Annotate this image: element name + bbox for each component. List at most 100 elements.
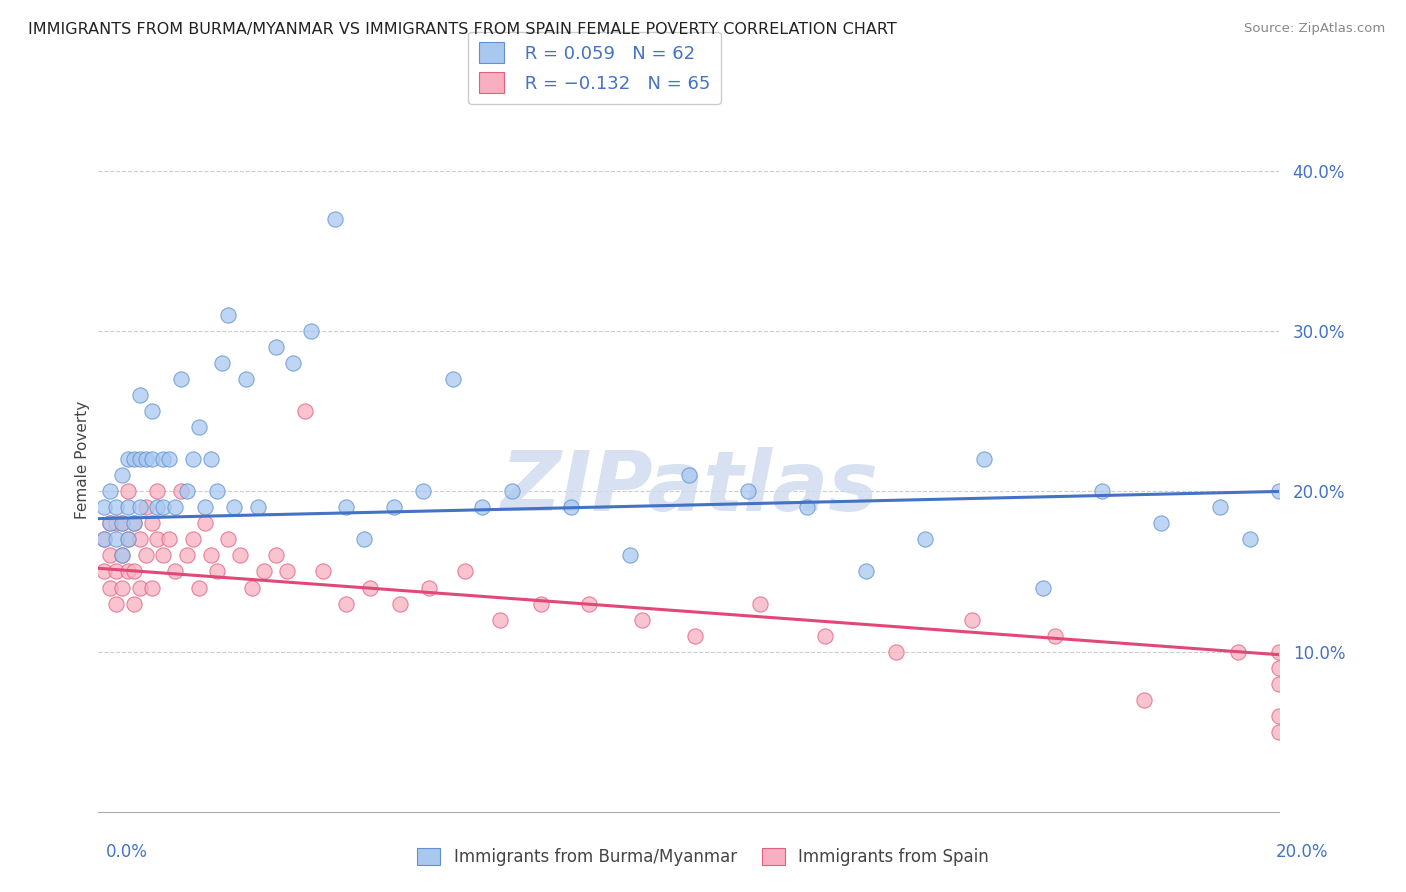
Point bbox=[117, 452, 139, 467]
Point bbox=[93, 500, 115, 515]
Point bbox=[176, 549, 198, 563]
Point bbox=[128, 500, 150, 515]
Point bbox=[170, 484, 193, 499]
Point bbox=[93, 533, 115, 547]
Point bbox=[441, 372, 464, 386]
Point bbox=[240, 581, 263, 595]
Point bbox=[388, 597, 411, 611]
Point bbox=[471, 500, 494, 515]
Point bbox=[737, 484, 759, 499]
Point bbox=[412, 484, 434, 499]
Point bbox=[211, 356, 233, 370]
Point bbox=[1268, 676, 1291, 690]
Point bbox=[1132, 692, 1154, 706]
Point bbox=[453, 565, 475, 579]
Point bbox=[200, 452, 222, 467]
Point bbox=[117, 484, 139, 499]
Point bbox=[141, 452, 163, 467]
Point bbox=[111, 549, 134, 563]
Point bbox=[962, 613, 984, 627]
Point bbox=[200, 549, 222, 563]
Point bbox=[187, 581, 209, 595]
Point bbox=[530, 597, 553, 611]
Point bbox=[1268, 724, 1291, 739]
Point bbox=[98, 516, 121, 531]
Point bbox=[176, 484, 198, 499]
Point bbox=[205, 484, 228, 499]
Point bbox=[264, 549, 287, 563]
Point bbox=[224, 500, 246, 515]
Point bbox=[122, 565, 145, 579]
Point bbox=[884, 644, 907, 658]
Point bbox=[111, 516, 134, 531]
Point bbox=[98, 549, 121, 563]
Point bbox=[128, 452, 150, 467]
Point bbox=[814, 628, 837, 642]
Point bbox=[146, 533, 169, 547]
Point bbox=[246, 500, 269, 515]
Point bbox=[418, 581, 440, 595]
Point bbox=[678, 468, 700, 483]
Point bbox=[146, 500, 169, 515]
Point bbox=[283, 356, 305, 370]
Point bbox=[299, 324, 322, 338]
Point bbox=[181, 533, 204, 547]
Point bbox=[105, 597, 128, 611]
Point bbox=[194, 500, 217, 515]
Point bbox=[359, 581, 381, 595]
Point bbox=[141, 516, 163, 531]
Point bbox=[93, 533, 115, 547]
Point bbox=[93, 565, 115, 579]
Point bbox=[194, 516, 217, 531]
Point bbox=[165, 565, 187, 579]
Point bbox=[141, 581, 163, 595]
Point bbox=[1091, 484, 1114, 499]
Point bbox=[382, 500, 405, 515]
Point bbox=[914, 533, 936, 547]
Point bbox=[748, 597, 770, 611]
Point bbox=[630, 613, 652, 627]
Point bbox=[157, 533, 180, 547]
Point bbox=[105, 533, 128, 547]
Point bbox=[98, 581, 121, 595]
Point bbox=[205, 565, 228, 579]
Text: ZIPatlas: ZIPatlas bbox=[501, 447, 877, 528]
Text: 20.0%: 20.0% bbox=[1277, 843, 1329, 861]
Point bbox=[560, 500, 582, 515]
Legend:  R = 0.059   N = 62,  R = −0.132   N = 65: R = 0.059 N = 62, R = −0.132 N = 65 bbox=[468, 31, 721, 103]
Point bbox=[335, 500, 357, 515]
Point bbox=[1209, 500, 1232, 515]
Point bbox=[501, 484, 523, 499]
Point bbox=[117, 565, 139, 579]
Point bbox=[578, 597, 600, 611]
Point bbox=[105, 500, 128, 515]
Point bbox=[152, 549, 174, 563]
Legend: Immigrants from Burma/Myanmar, Immigrants from Spain: Immigrants from Burma/Myanmar, Immigrant… bbox=[411, 841, 995, 873]
Point bbox=[111, 468, 134, 483]
Point bbox=[855, 565, 877, 579]
Point bbox=[105, 565, 128, 579]
Point bbox=[157, 452, 180, 467]
Point bbox=[1043, 628, 1066, 642]
Point bbox=[122, 516, 145, 531]
Point bbox=[122, 597, 145, 611]
Point bbox=[135, 500, 157, 515]
Point bbox=[165, 500, 187, 515]
Text: IMMIGRANTS FROM BURMA/MYANMAR VS IMMIGRANTS FROM SPAIN FEMALE POVERTY CORRELATIO: IMMIGRANTS FROM BURMA/MYANMAR VS IMMIGRA… bbox=[28, 22, 897, 37]
Point bbox=[1268, 708, 1291, 723]
Text: Source: ZipAtlas.com: Source: ZipAtlas.com bbox=[1244, 22, 1385, 36]
Point bbox=[117, 533, 139, 547]
Point bbox=[117, 500, 139, 515]
Point bbox=[683, 628, 706, 642]
Point bbox=[353, 533, 375, 547]
Point bbox=[1268, 644, 1291, 658]
Point bbox=[1150, 516, 1173, 531]
Point bbox=[973, 452, 995, 467]
Point bbox=[335, 597, 357, 611]
Point bbox=[135, 549, 157, 563]
Point bbox=[117, 533, 139, 547]
Point bbox=[122, 516, 145, 531]
Point bbox=[229, 549, 252, 563]
Point bbox=[294, 404, 316, 418]
Point bbox=[489, 613, 512, 627]
